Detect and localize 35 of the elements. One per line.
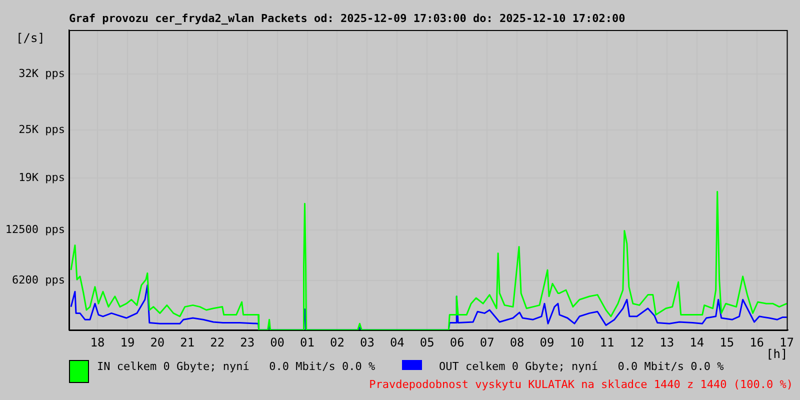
x-tick-label: 08: [510, 335, 524, 350]
x-tick-label: 16: [750, 335, 764, 350]
x-tick-label: 05: [420, 335, 434, 350]
chart-title: Graf provozu cer_fryda2_wlan Packets od: 2025-12-09 17:03:00 do: 2025-12-10 17:02:00: [69, 12, 626, 25]
x-tick-label: 02: [330, 335, 344, 350]
x-tick-label: 09: [540, 335, 554, 350]
x-tick-label: 19: [120, 335, 135, 350]
x-tick-label: 21: [180, 335, 195, 350]
x-tick-label: 17: [780, 335, 794, 350]
x-tick-label: 14: [690, 335, 704, 350]
x-tick-label: 01: [300, 335, 314, 350]
y-tick-label: 32K pps: [18, 66, 65, 80]
y-axis-title: [/s]: [16, 31, 45, 45]
x-tick-label: 18: [90, 335, 105, 350]
legend-label: OUT celkem 0 Gbyte; nyní 0.0 Mbit/s 0.0 %: [439, 360, 724, 374]
x-tick-label: 04: [390, 335, 404, 350]
x-tick-label: 03: [360, 335, 374, 350]
y-tick-label: 6200 pps: [12, 273, 65, 286]
x-tick-label: 13: [660, 335, 674, 350]
x-tick-label: 15: [720, 335, 734, 350]
x-tick-label: 10: [570, 335, 584, 350]
y-tick-label: 25K pps: [18, 122, 65, 136]
y-tick-label: 19K pps: [18, 170, 65, 184]
text: Pravdepodobnost vyskytu KULATAK na skladce 1440 z 1440 (100.0 %): [369, 378, 793, 391]
x-tick-label: 07: [480, 335, 494, 350]
x-tick-label: 23: [240, 335, 255, 350]
x-tick-label: 11: [600, 335, 614, 350]
x-tick-label: 06: [450, 335, 464, 350]
x-tick-label: 12: [630, 335, 644, 350]
x-axis-title: [h]: [766, 346, 788, 361]
x-tick-label: 00: [270, 335, 285, 350]
x-tick-label: 22: [210, 335, 225, 350]
y-tick-label: 12500 pps: [5, 222, 65, 236]
x-tick-label: 20: [150, 335, 165, 350]
legend-label: IN celkem 0 Gbyte; nyní 0.0 Mbit/s 0.0 %: [97, 360, 376, 374]
